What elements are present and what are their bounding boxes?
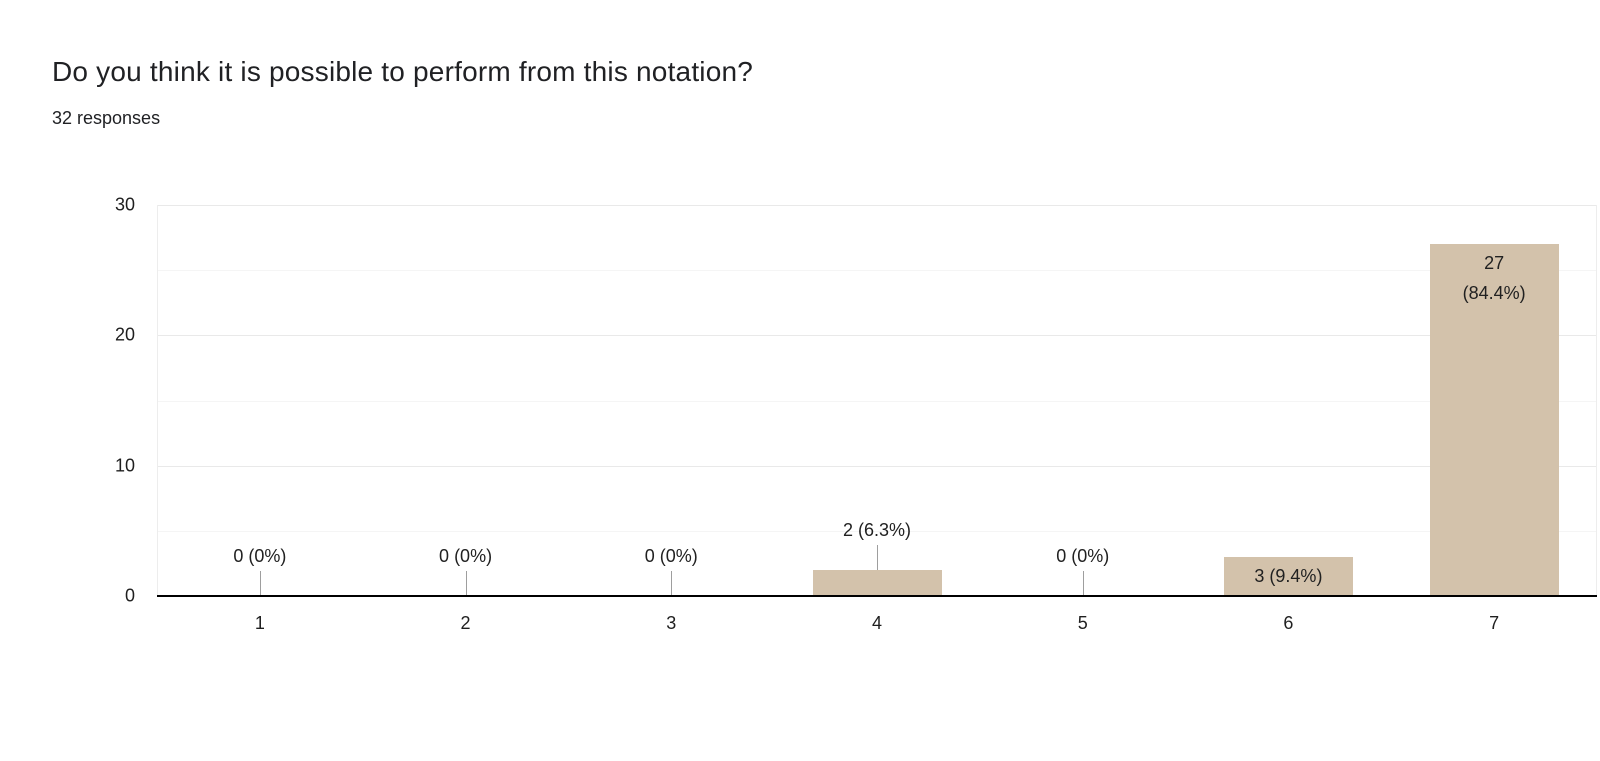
plot-border-right: [1596, 205, 1597, 596]
x-axis-label-4: 4: [871, 613, 883, 633]
bar-value-label-5: 0 (0%): [1056, 546, 1110, 566]
bar-category-6: [1223, 556, 1353, 596]
x-axis-label-6: 6: [1283, 613, 1294, 633]
plot-border-left: [157, 205, 158, 596]
label-stem-4: [877, 544, 878, 570]
y-axis-label-10: 10: [114, 455, 135, 476]
gridline-15: [157, 400, 1597, 402]
label-stem-2: [465, 571, 467, 596]
bar-value-label-3: 0 (0%): [644, 546, 698, 566]
x-axis-label-3: 3: [666, 613, 677, 633]
y-axis-label-30: 30: [114, 194, 135, 215]
label-stem-5: [1082, 571, 1084, 596]
label-stem-1: [259, 571, 261, 596]
bar-value-label-4: 2 (6.3%): [842, 519, 912, 540]
bar-value-label-7: 27 (84.4%): [1463, 248, 1526, 308]
bar-chart-plot-area: 0 10 20 30 0 (0%) 1 0 (0%) 2 0 (0%) 3 2 (6.3%) 4 0 (…: [115, 195, 1597, 633]
x-axis-label-1: 1: [254, 613, 265, 633]
bar-value-label-1: 0 (0%): [233, 546, 287, 566]
y-axis-label-0: 0: [124, 585, 135, 606]
bar-category-7: [1429, 244, 1559, 596]
question-title: Do you think it is possible to perform f…: [52, 56, 754, 87]
gridline-5: [157, 530, 1597, 532]
bar-category-4: [812, 569, 942, 596]
bar-value-label-6: 3 (9.4%): [1254, 566, 1323, 587]
y-axis-label-20: 20: [114, 324, 135, 345]
bar-value-label-line: (84.4%): [1462, 283, 1526, 304]
x-axis-label-2: 2: [460, 613, 471, 633]
bar-value-label-2: 0 (0%): [439, 546, 493, 566]
response-count: 32 responses: [52, 108, 161, 128]
bar-value-label-line: 27: [1484, 253, 1505, 274]
gridline-30: [157, 205, 1597, 206]
x-axis-label-5: 5: [1077, 613, 1088, 633]
gridline-25: [157, 270, 1597, 272]
gridline-10: [157, 465, 1597, 467]
gridline-20: [157, 335, 1597, 337]
x-axis-line: [157, 595, 1597, 597]
label-stem-3: [671, 571, 673, 596]
x-axis-label-7: 7: [1489, 613, 1500, 633]
